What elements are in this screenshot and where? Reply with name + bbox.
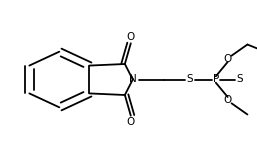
Text: O: O: [224, 95, 232, 105]
Text: N: N: [129, 75, 137, 84]
Text: S: S: [187, 75, 194, 84]
Text: O: O: [224, 54, 232, 64]
Text: P: P: [213, 75, 219, 84]
Text: S: S: [236, 75, 243, 84]
Text: O: O: [127, 117, 135, 127]
Text: O: O: [127, 32, 135, 42]
